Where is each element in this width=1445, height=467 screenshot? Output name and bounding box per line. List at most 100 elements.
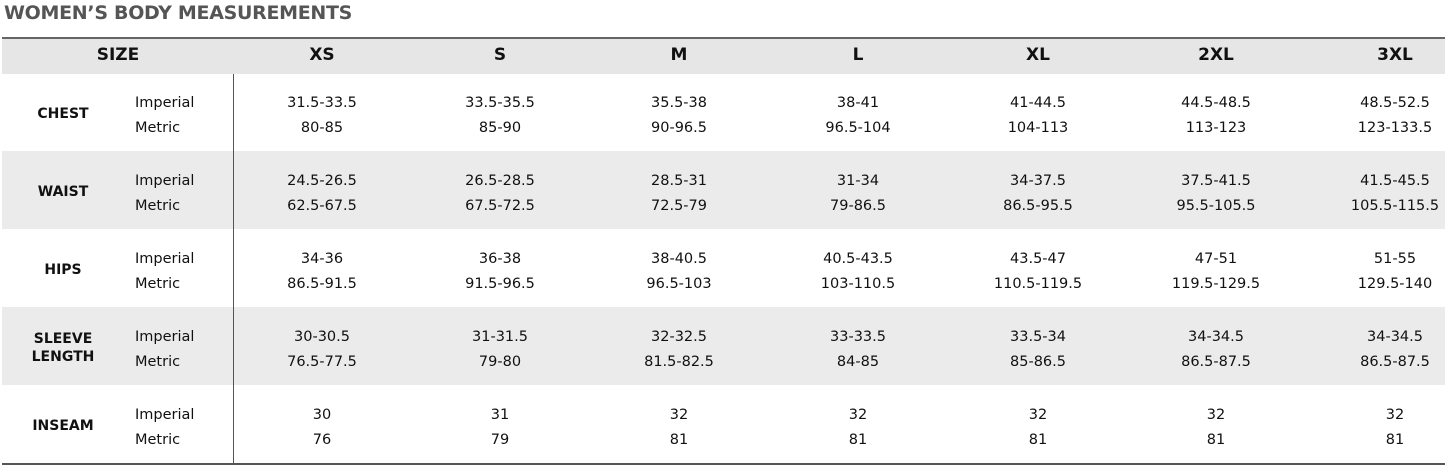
cell-value: 79-86.5: [830, 198, 886, 214]
unit-label: Metric: [135, 120, 181, 136]
cell-value: 30-30.5: [294, 329, 350, 345]
title: WOMEN’S BODY MEASUREMENTS: [4, 2, 353, 24]
cell-value: 86.5-91.5: [287, 276, 357, 292]
cell-value: 119.5-129.5: [1171, 276, 1261, 292]
bottom-border: [2, 463, 1445, 465]
cell-value: 31-31.5: [472, 329, 528, 345]
row-band: [2, 307, 1445, 385]
cell-value: 95.5-105.5: [1176, 198, 1256, 214]
row-band: [2, 385, 1445, 463]
cell-value: 31-34: [836, 173, 880, 189]
cell-value: 33.5-34: [1010, 329, 1066, 345]
row-band: [2, 229, 1445, 307]
cell-value: 79-80: [478, 354, 522, 370]
cell-value: 35.5-38: [651, 95, 707, 111]
column-header: L: [852, 45, 864, 65]
cell-value: 81: [669, 432, 689, 448]
cell-value: 30: [312, 407, 332, 423]
header-row: [2, 37, 1445, 74]
cell-value: 103-110.5: [820, 276, 896, 292]
unit-label: Metric: [135, 198, 181, 214]
cell-value: 32: [848, 407, 868, 423]
unit-label: Metric: [135, 432, 181, 448]
cell-value: 41-44.5: [1010, 95, 1066, 111]
cell-value: 38-40.5: [651, 251, 707, 267]
cell-value: 96.5-104: [825, 120, 891, 136]
unit-label: Imperial: [135, 173, 195, 189]
cell-value: 85-90: [478, 120, 522, 136]
row-band: [2, 73, 1445, 151]
cell-value: 129.5-140: [1357, 276, 1433, 292]
cell-value: 34-34.5: [1367, 329, 1423, 345]
cell-value: 91.5-96.5: [465, 276, 535, 292]
row-label: CHEST: [37, 106, 89, 122]
cell-value: 32: [669, 407, 689, 423]
cell-value: 81: [1028, 432, 1048, 448]
cell-value: 34-34.5: [1188, 329, 1244, 345]
cell-value: 28.5-31: [651, 173, 707, 189]
unit-label: Imperial: [135, 95, 195, 111]
cell-value: 81: [1385, 432, 1405, 448]
row-label: SLEEVE LENGTH: [31, 331, 95, 365]
cell-value: 31.5-33.5: [287, 95, 357, 111]
cell-value: 85-86.5: [1010, 354, 1066, 370]
cell-value: 81: [848, 432, 868, 448]
unit-label: Imperial: [135, 329, 195, 345]
cell-value: 72.5-79: [651, 198, 707, 214]
column-header: XL: [1026, 45, 1050, 65]
cell-value: 40.5-43.5: [823, 251, 893, 267]
cell-value: 33-33.5: [830, 329, 886, 345]
cell-value: 81: [1206, 432, 1226, 448]
cell-value: 24.5-26.5: [287, 173, 357, 189]
cell-value: 33.5-35.5: [465, 95, 535, 111]
cell-value: 37.5-41.5: [1181, 173, 1251, 189]
cell-value: 44.5-48.5: [1181, 95, 1251, 111]
cell-value: 76.5-77.5: [287, 354, 357, 370]
row-label: HIPS: [44, 262, 82, 278]
cell-value: 41.5-45.5: [1360, 173, 1430, 189]
cell-value: 31: [490, 407, 510, 423]
cell-value: 38-41: [836, 95, 880, 111]
cell-value: 26.5-28.5: [465, 173, 535, 189]
cell-value: 90-96.5: [651, 120, 707, 136]
unit-label: Metric: [135, 354, 181, 370]
row-label: WAIST: [37, 184, 89, 200]
cell-value: 36-38: [478, 251, 522, 267]
cell-value: 43.5-47: [1010, 251, 1066, 267]
cell-value: 86.5-87.5: [1181, 354, 1251, 370]
cell-value: 32: [1206, 407, 1226, 423]
unit-label: Imperial: [135, 407, 195, 423]
unit-label: Imperial: [135, 251, 195, 267]
cell-value: 32: [1028, 407, 1048, 423]
cell-value: 34-37.5: [1010, 173, 1066, 189]
cell-value: 34-36: [300, 251, 344, 267]
cell-value: 62.5-67.5: [287, 198, 357, 214]
unit-label: Metric: [135, 276, 181, 292]
cell-value: 96.5-103: [646, 276, 712, 292]
cell-value: 51-55: [1373, 251, 1417, 267]
cell-value: 113-123: [1185, 120, 1247, 136]
cell-value: 123-133.5: [1357, 120, 1433, 136]
column-header: 3XL: [1377, 45, 1413, 65]
cell-value: 86.5-95.5: [1003, 198, 1073, 214]
column-header: 2XL: [1198, 45, 1234, 65]
cell-value: 84-85: [836, 354, 880, 370]
column-header: M: [670, 45, 688, 65]
row-label: INSEAM: [32, 418, 94, 434]
cell-value: 110.5-119.5: [993, 276, 1083, 292]
divider: [233, 74, 234, 464]
cell-value: 81.5-82.5: [644, 354, 714, 370]
cell-value: 67.5-72.5: [465, 198, 535, 214]
cell-value: 104-113: [1007, 120, 1069, 136]
cell-value: 47-51: [1194, 251, 1238, 267]
column-header: XS: [309, 45, 335, 65]
column-header: SIZE: [96, 45, 140, 65]
cell-value: 76: [312, 432, 332, 448]
cell-value: 48.5-52.5: [1360, 95, 1430, 111]
cell-value: 105.5-115.5: [1350, 198, 1440, 214]
cell-value: 32-32.5: [651, 329, 707, 345]
cell-value: 79: [490, 432, 510, 448]
column-header: S: [493, 45, 507, 65]
row-band: [2, 151, 1445, 229]
